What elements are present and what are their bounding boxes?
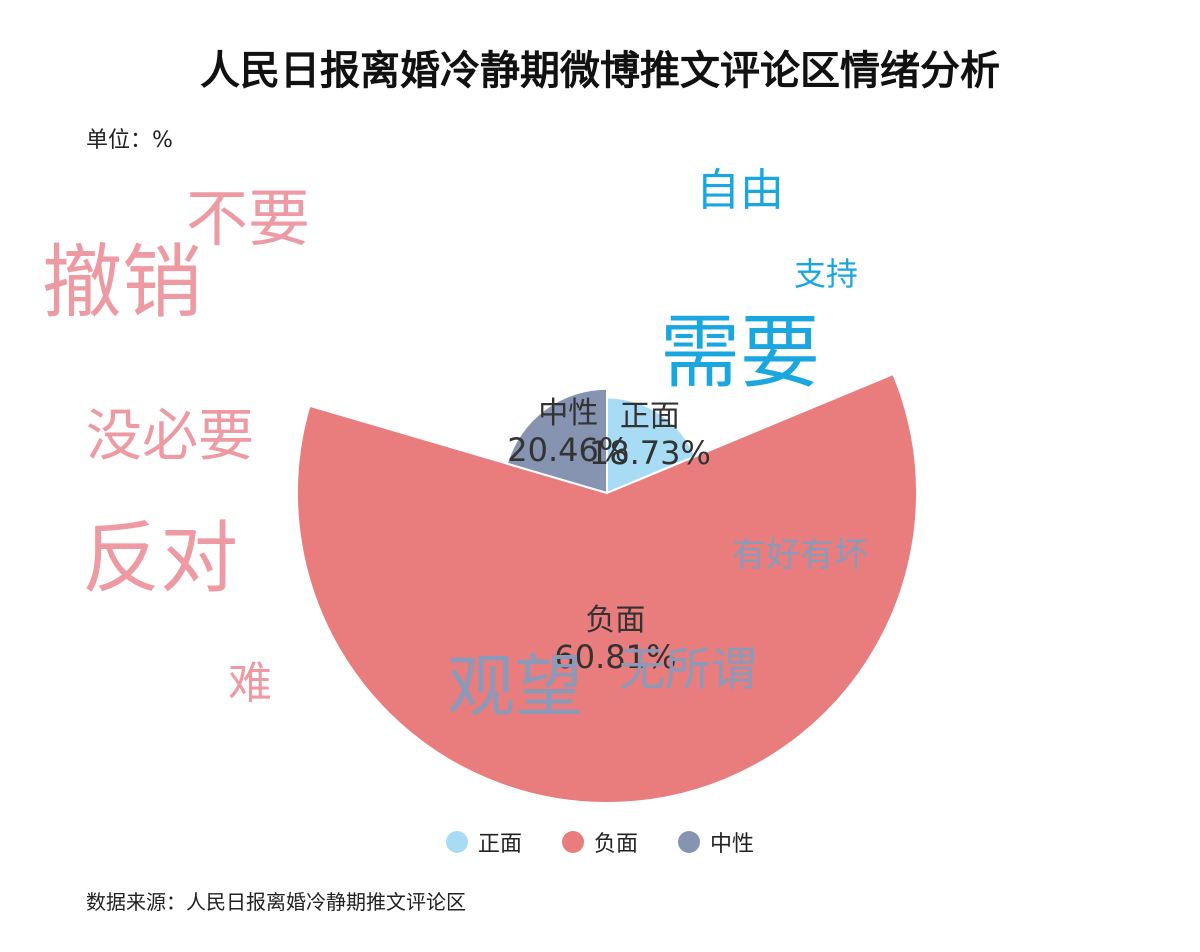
keyword-6: 没必要 <box>86 404 254 469</box>
slice-neutral[interactable] <box>505 387 608 495</box>
keyword-9: 有好有坏 <box>732 535 868 575</box>
keyword-4: 不要 <box>186 182 310 255</box>
data-source: 数据来源：人民日报离婚冷静期推文评论区 <box>86 890 466 914</box>
keyword-8: 难 <box>228 658 272 709</box>
slice-name-label-neutral: 中性 <box>538 396 598 431</box>
keyword-11: 无所谓 <box>619 642 757 696</box>
keyword-3: 需要 <box>660 306 820 399</box>
slice-name-label-negative: 负面 <box>585 603 645 638</box>
slice-positive[interactable] <box>606 396 697 495</box>
slice-name-label-positive: 正面 <box>620 399 680 434</box>
unit-label: 单位：% <box>86 128 173 153</box>
slice-value-label-positive: 18.73% <box>589 434 711 472</box>
keyword-10: 观望 <box>447 648 583 727</box>
legend-label-positive: 正面 <box>477 832 522 857</box>
slice-value-label-negative: 60.81% <box>554 638 676 676</box>
legend-item-neutral[interactable]: 中性 <box>678 826 754 858</box>
legend: 正面 负面 中性 <box>0 826 1200 858</box>
keyword-2: 支持 <box>794 255 858 293</box>
keyword-1: 自由 <box>696 165 784 216</box>
legend-swatch-negative <box>561 831 584 853</box>
keyword-7: 反对 <box>82 514 238 604</box>
slice-value-label-neutral: 20.46% <box>507 431 629 469</box>
keyword-5: 撤销 <box>42 236 202 329</box>
legend-item-negative[interactable]: 负面 <box>561 826 638 858</box>
slices-layer <box>296 372 918 804</box>
legend-swatch-positive <box>445 831 468 853</box>
slice-negative[interactable] <box>296 372 918 804</box>
chart-title: 人民日报离婚冷静期微博推文评论区情绪分析 <box>200 48 1000 94</box>
legend-item-positive[interactable]: 正面 <box>445 826 522 858</box>
legend-label-neutral: 中性 <box>710 832 755 857</box>
legend-label-negative: 负面 <box>593 832 638 857</box>
legend-swatch-neutral <box>678 831 700 853</box>
